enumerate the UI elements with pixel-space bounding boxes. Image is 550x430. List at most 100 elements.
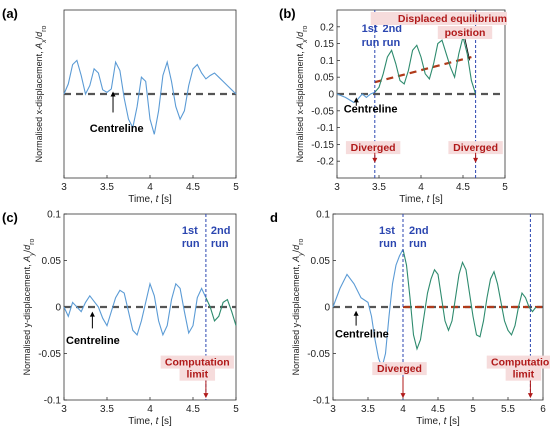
computation-limit-label: Computation [491, 357, 550, 369]
y-tick-label: 0.1 [47, 210, 61, 221]
x-tick-label: 3.5 [100, 404, 114, 415]
x-tick-label: 5 [233, 182, 239, 193]
tspan: y [29, 252, 36, 257]
tspan: / [295, 36, 305, 39]
run2-label: run [382, 37, 400, 49]
x-tick-label: 5.5 [501, 404, 515, 415]
x-axis-label: Time, t [s] [128, 416, 172, 427]
y-tick-label: 0.1 [316, 210, 330, 221]
arrow-head-icon [400, 393, 406, 399]
arrow-head-icon [353, 97, 359, 103]
x-tick-label: 4 [400, 404, 406, 415]
run2-label: 2nd [409, 225, 429, 237]
panel-2: 3 3.5 4 4.5 5 -0.1 -0.05 0 0.05 0.1 Time, t [s] Nor… [22, 210, 239, 428]
trend-dashed-line [374, 55, 472, 84]
tspan: Normalised y-displacement, [22, 262, 32, 376]
x-tick-label: 4.5 [186, 182, 200, 193]
x-tick-label: 4 [147, 404, 153, 415]
y-tick-label: 0 [328, 90, 334, 101]
pointer-line [464, 38, 471, 61]
y-tick-label: 0 [324, 303, 330, 314]
series-line-0 [332, 249, 404, 370]
x-tick-label: 3 [334, 182, 340, 193]
y-tick-label: -0.1 [317, 123, 335, 134]
arrow-head-icon [372, 157, 378, 163]
tspan: x [302, 39, 309, 44]
x-tick-label: 5 [233, 404, 239, 415]
series-line-0 [63, 281, 207, 337]
annotation-highlight [486, 355, 550, 369]
tspan: [s] [429, 194, 443, 205]
annotation-highlight [448, 141, 503, 155]
annotation-highlight [160, 355, 234, 369]
tspan: Normalised x-displacement, [295, 49, 305, 163]
tspan: / [291, 249, 301, 252]
y-tick-label: 0.2 [320, 22, 334, 33]
x-tick-label: 4.5 [186, 404, 200, 415]
annotation-highlight [437, 26, 493, 39]
x-axis-label: Time, t [s] [416, 416, 460, 427]
computation-limit-label: Computation [165, 357, 230, 369]
annotation-highlight [179, 367, 216, 381]
tspan: Normalised y-displacement, [291, 262, 301, 376]
tspan: d [295, 31, 305, 37]
run1-label: 1st [182, 225, 198, 237]
x-tick-label: 5 [470, 404, 476, 415]
tspan: Normalised x-displacement, [34, 49, 44, 163]
y-axis-label: Normalised y-displacement, Ay/dro [22, 238, 36, 375]
run1-label: run [362, 37, 380, 49]
y-tick-label: 0.1 [320, 56, 334, 67]
panel-label-a: (a) [2, 6, 18, 21]
tspan: Time, [399, 194, 426, 205]
arrow-head-icon [203, 393, 209, 399]
series-line-1 [402, 249, 537, 351]
y-tick-label: 0 [55, 303, 61, 314]
y-tick-label: 0.05 [311, 256, 331, 267]
tspan: d [291, 244, 301, 250]
annotation-highlight [370, 12, 507, 25]
tspan: [s] [446, 416, 460, 427]
tspan: t [427, 194, 431, 205]
tspan: d [22, 244, 32, 250]
run2-label: 2nd [211, 225, 231, 237]
series-line-0 [336, 91, 376, 104]
x-tick-label: 3 [61, 182, 67, 193]
tspan: d [34, 31, 44, 37]
y-axis-label: Normalised x-displacement, Ax/dro [295, 25, 309, 162]
x-tick-label: 3.5 [361, 404, 375, 415]
tspan: t [156, 194, 160, 205]
panel-label-d: d [270, 210, 278, 225]
computation-limit-label: limit [513, 369, 535, 381]
x-tick-label: 4.5 [431, 404, 445, 415]
diverged-label: Diverged [351, 142, 396, 154]
x-tick-label: 4 [147, 182, 153, 193]
tspan: A [295, 43, 305, 50]
displaced-equilibrium-label: position [445, 27, 486, 39]
x-tick-label: 4 [418, 182, 424, 193]
tspan: / [22, 249, 32, 252]
x-tick-label: 4.5 [456, 182, 470, 193]
tspan: ro [29, 238, 36, 244]
y-tick-label: -0.1 [44, 396, 62, 407]
y-tick-label: -0.15 [311, 140, 334, 151]
x-tick-label: 6 [540, 404, 546, 415]
tspan: t [444, 416, 448, 427]
tspan: Time, [128, 416, 155, 427]
y-axis-label: Normalised y-displacement, Ay/dro [291, 238, 305, 375]
panel-1: 3 3.5 4 4.5 5 -0.2 -0.15 -0.1 -0.05 0 0.05 0.1 0.15 0… [295, 9, 508, 205]
arrow-head-icon [353, 310, 359, 316]
series-line-1 [374, 36, 477, 95]
centreline-label: Centreline [335, 329, 389, 341]
panel-3: 3 3.5 4 4.5 5 5.5 6 -0.1 -0.05 0 0.05 0.1 Time, t [s… [291, 210, 550, 427]
annotation-highlight [372, 362, 427, 376]
diverged-label: Diverged [377, 363, 422, 375]
x-axis-label: Time, t [s] [399, 194, 443, 205]
annotation-highlight [505, 367, 542, 381]
panel-label-b: (b) [279, 6, 296, 21]
x-axis-label: Time, t [s] [128, 194, 172, 205]
tspan: [s] [158, 416, 172, 427]
tspan: t [156, 416, 160, 427]
y-tick-label: 0.05 [42, 256, 62, 267]
tspan: [s] [158, 194, 172, 205]
